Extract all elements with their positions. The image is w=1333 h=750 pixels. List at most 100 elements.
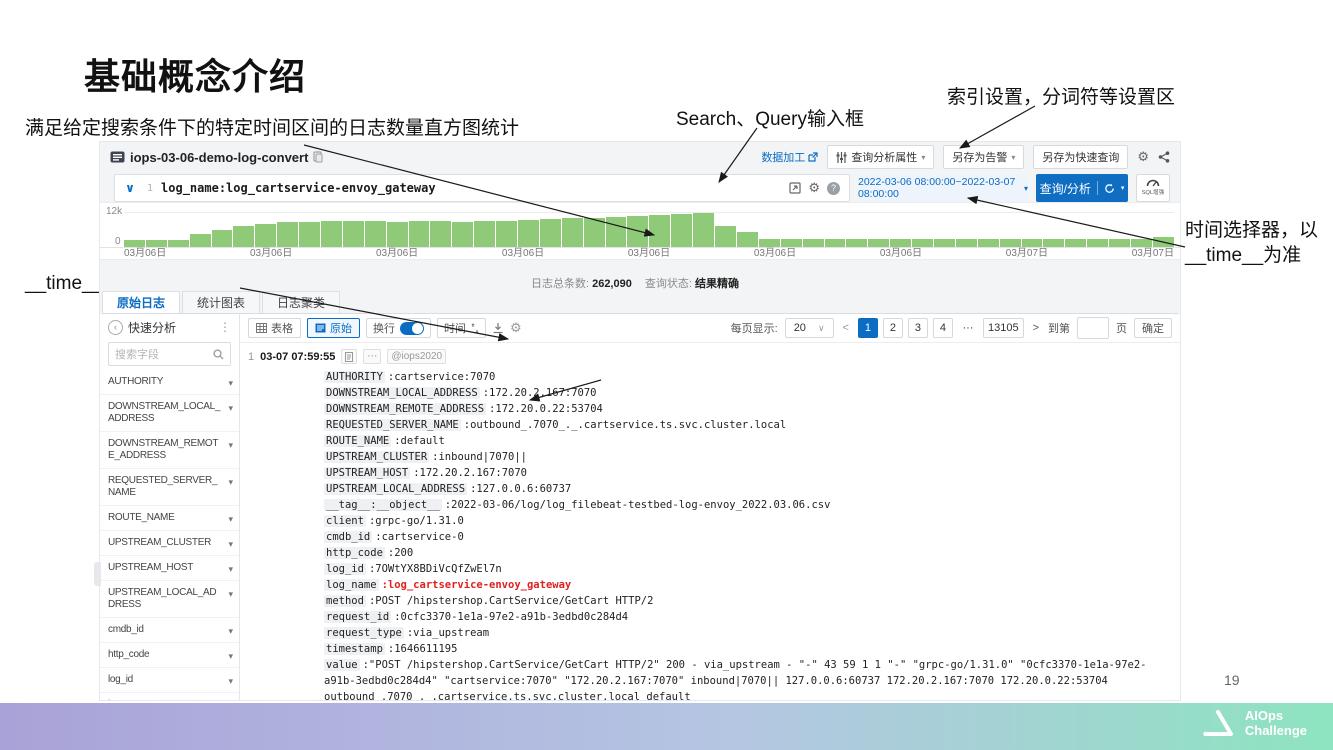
caret-down-icon[interactable]: ▾: [228, 514, 233, 524]
prev-page-icon[interactable]: <: [842, 322, 849, 334]
field-row-DOWNSTREAM_REMOTE_ADDRESS[interactable]: DOWNSTREAM_REMOTE_ADDRESS ▾: [100, 432, 239, 469]
histogram-bar[interactable]: [955, 239, 977, 247]
next-page-icon[interactable]: >: [1032, 322, 1039, 334]
log-field-key[interactable]: log_id: [324, 563, 366, 575]
log-field-key[interactable]: __tag__:__object__: [324, 499, 442, 511]
histogram-bar[interactable]: [715, 226, 736, 247]
field-row-http_code[interactable]: http_code ▾: [100, 643, 239, 668]
histogram-bar[interactable]: [802, 239, 824, 247]
field-row-log_name[interactable]: log_name▾: [100, 693, 239, 700]
help-icon[interactable]: ?: [827, 181, 840, 195]
histogram-bar[interactable]: [780, 239, 802, 247]
field-row-UPSTREAM_HOST[interactable]: UPSTREAM_HOST ▾: [100, 556, 239, 581]
query-input[interactable]: ∨ 1 log_name:log_cartservice-envoy_gatew…: [114, 174, 850, 202]
histogram-bar[interactable]: [124, 240, 145, 247]
search-analyze-button[interactable]: 查询/分析 ▾: [1036, 174, 1128, 202]
log-field-key[interactable]: log_name: [324, 579, 379, 591]
save-alert-button[interactable]: 另存为告警 ▾: [943, 145, 1025, 169]
caret-down-icon[interactable]: ▾: [228, 378, 233, 388]
kebab-menu-icon[interactable]: ⋮: [219, 320, 231, 334]
log-field-key[interactable]: cmdb_id: [324, 531, 373, 543]
per-page-select[interactable]: 20 ∨: [784, 318, 834, 338]
share-icon[interactable]: [1158, 151, 1170, 163]
query-props-button[interactable]: 查询分析属性 ▾: [827, 145, 935, 169]
histogram-bar[interactable]: [211, 230, 233, 247]
histogram-bar[interactable]: [671, 214, 693, 247]
page-button-2[interactable]: 2: [882, 318, 903, 338]
refresh-icon[interactable]: [1104, 183, 1115, 194]
histogram-bar[interactable]: [561, 218, 583, 247]
histogram-bar[interactable]: [846, 239, 868, 247]
field-row-log_id[interactable]: log_id ▾: [100, 668, 239, 693]
caret-down-icon[interactable]: ▾: [228, 589, 233, 599]
histogram-bar[interactable]: [933, 239, 955, 247]
log-field-key[interactable]: UPSTREAM_HOST: [324, 467, 411, 479]
log-field-key[interactable]: value: [324, 659, 360, 671]
log-field-key[interactable]: UPSTREAM_CLUSTER: [324, 451, 430, 463]
doc-icon[interactable]: [341, 349, 358, 364]
histogram-bar[interactable]: [693, 213, 715, 247]
tab-日志聚类[interactable]: 日志聚类: [262, 291, 341, 313]
caret-down-icon[interactable]: ▾: [228, 539, 233, 549]
histogram-bar[interactable]: [583, 218, 605, 247]
histogram-bar[interactable]: [605, 217, 627, 247]
field-row-cmdb_id[interactable]: cmdb_id ▾: [100, 618, 239, 643]
caret-down-icon[interactable]: ▾: [228, 403, 233, 413]
page-button-1[interactable]: 1: [857, 318, 878, 338]
caret-down-icon[interactable]: ▾: [228, 651, 233, 661]
page-button-13105[interactable]: 13105: [982, 318, 1024, 338]
data-processing-link[interactable]: 数据加工: [761, 149, 818, 165]
log-field-key[interactable]: request_id: [324, 611, 392, 623]
time-sort-control[interactable]: 时间: [437, 318, 486, 338]
log-field-key[interactable]: DOWNSTREAM_REMOTE_ADDRESS: [324, 403, 487, 415]
field-row-DOWNSTREAM_LOCAL_ADDRESS[interactable]: DOWNSTREAM_LOCAL_ADDRESS ▾: [100, 395, 239, 432]
caret-down-icon[interactable]: ▾: [228, 676, 233, 686]
histogram-bar[interactable]: [824, 239, 846, 247]
table-view-button[interactable]: 表格: [248, 318, 301, 338]
histogram-bar[interactable]: [539, 219, 561, 247]
log-field-key[interactable]: ROUTE_NAME: [324, 435, 392, 447]
log-field-key[interactable]: request_type: [324, 627, 404, 639]
caret-down-icon[interactable]: ▾: [228, 564, 233, 574]
save-quick-query-button[interactable]: 另存为快速查询: [1033, 145, 1129, 169]
histogram-bar[interactable]: [255, 224, 277, 247]
histogram-bar[interactable]: [145, 240, 167, 247]
log-field-key[interactable]: client: [324, 515, 366, 527]
caret-down-icon[interactable]: ▾: [228, 440, 233, 450]
caret-down-icon[interactable]: ▾: [228, 626, 233, 636]
histogram-bar[interactable]: [649, 215, 671, 247]
more-icon[interactable]: ⋯: [363, 349, 382, 364]
field-row-UPSTREAM_LOCAL_ADDRESS[interactable]: UPSTREAM_LOCAL_ADDRESS ▾: [100, 581, 239, 618]
raw-view-button[interactable]: 原始: [307, 318, 360, 338]
tab-统计图表[interactable]: 统计图表: [182, 291, 261, 313]
field-row-UPSTREAM_CLUSTER[interactable]: UPSTREAM_CLUSTER ▾: [100, 531, 239, 556]
histogram-bar[interactable]: [189, 234, 211, 247]
histogram-bar[interactable]: [736, 232, 758, 247]
histogram-bar[interactable]: [277, 222, 299, 247]
caret-down-icon[interactable]: ▾: [228, 477, 233, 487]
jump-page-input[interactable]: [1077, 317, 1109, 339]
page-button-4[interactable]: 4: [932, 318, 953, 338]
confirm-button[interactable]: 确定: [1134, 318, 1172, 338]
field-row-REQUESTED_SERVER_NAME[interactable]: REQUESTED_SERVER_NAME ▾: [100, 469, 239, 506]
histogram-bar[interactable]: [758, 239, 780, 247]
sidebar-collapse-handle[interactable]: [94, 562, 101, 586]
expand-icon[interactable]: [789, 182, 801, 194]
log-field-key[interactable]: AUTHORITY: [324, 371, 385, 383]
field-search-input[interactable]: 搜索字段: [108, 342, 231, 366]
histogram-bar[interactable]: [233, 226, 255, 247]
sql-enhance-toggle[interactable]: SQL增强: [1136, 174, 1171, 202]
histogram-bar[interactable]: [167, 240, 189, 247]
log-field-key[interactable]: method: [324, 595, 366, 607]
log-field-key[interactable]: UPSTREAM_LOCAL_ADDRESS: [324, 483, 468, 495]
histogram-bar[interactable]: [890, 239, 912, 247]
log-field-key[interactable]: REQUESTED_SERVER_NAME: [324, 419, 461, 431]
copy-icon[interactable]: [313, 151, 323, 163]
chevron-down-icon[interactable]: ∨: [125, 181, 135, 195]
settings-gear-icon[interactable]: ⚙: [510, 320, 522, 335]
log-field-key[interactable]: http_code: [324, 547, 385, 559]
collapse-circle-icon[interactable]: ‹: [108, 319, 123, 335]
download-icon[interactable]: [492, 322, 504, 334]
time-range-picker[interactable]: 2022-03-06 08:00:00~2022-03-07 08:00:00 …: [858, 174, 1028, 202]
page-button-3[interactable]: 3: [907, 318, 928, 338]
